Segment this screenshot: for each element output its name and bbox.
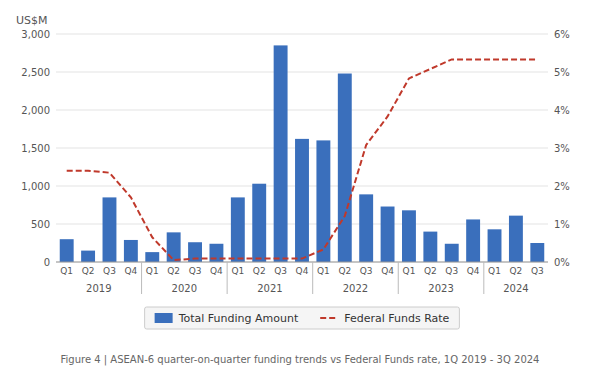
bar [295, 139, 309, 262]
bar [60, 239, 74, 262]
grid-line [56, 34, 548, 35]
y-tick-label: 1,000 [21, 181, 50, 192]
grid [56, 34, 548, 262]
caption: Figure 4 | ASEAN-6 quarter-on-quarter fu… [61, 354, 540, 366]
legend-swatch [155, 313, 173, 323]
x-tick-label: Q1 [146, 266, 159, 276]
x-group-separator [483, 262, 484, 294]
y2-tick-label: 4% [554, 105, 570, 116]
x-tick-label: Q1 [231, 266, 244, 276]
line [67, 59, 538, 260]
x-tick-label: Q2 [424, 266, 437, 276]
x-tick-label: Q1 [488, 266, 501, 276]
legend: Total Funding Amount Federal Funds Rate [145, 307, 460, 329]
y2-tick-label: 3% [554, 143, 570, 154]
bar [530, 243, 544, 262]
y-tick-label: 2,500 [21, 67, 50, 78]
y2-tick-label: 2% [554, 181, 570, 192]
y2-tick-label: 5% [554, 67, 570, 78]
bar [145, 252, 159, 262]
legend-swatch [320, 317, 338, 319]
x-tick-label: Q3 [274, 266, 287, 276]
bar [252, 184, 266, 262]
x-tick-label: Q2 [338, 266, 351, 276]
x-group-label: 2022 [343, 283, 368, 294]
y-tick-label: 3,000 [21, 29, 50, 40]
legend-label: Federal Funds Rate [344, 312, 449, 325]
bar [167, 232, 181, 262]
x-tick-label: Q3 [103, 266, 116, 276]
bar [274, 45, 288, 262]
bar [231, 197, 245, 262]
x-tick-label: Q3 [445, 266, 458, 276]
bar [466, 219, 480, 262]
x-group-label: 2023 [428, 283, 453, 294]
x-tick-label: Q4 [381, 266, 394, 276]
bar [103, 197, 117, 262]
bar [338, 74, 352, 262]
x-group-label: 2024 [503, 283, 528, 294]
y-axis-label: US$M [16, 14, 48, 27]
grid-line [56, 110, 548, 111]
x-group-label: 2020 [172, 283, 197, 294]
bar [124, 240, 138, 262]
x-tick-label: Q4 [467, 266, 480, 276]
x-tick-label: Q2 [510, 266, 523, 276]
grid-line [56, 262, 548, 263]
x-tick-label: Q2 [167, 266, 180, 276]
y-tick-label: 2,000 [21, 105, 50, 116]
y2-tick-label: 0% [554, 257, 570, 268]
bar [509, 216, 523, 262]
x-tick-label: Q2 [82, 266, 95, 276]
bar [402, 210, 416, 262]
x-tick-label: Q3 [189, 266, 202, 276]
y-tick-label: 1,500 [21, 143, 50, 154]
x-tick-label: Q3 [531, 266, 544, 276]
bar [423, 232, 437, 262]
y-tick-label: 500 [31, 219, 50, 230]
legend-label: Total Funding Amount [178, 312, 299, 325]
plot-area [60, 45, 545, 262]
x-axis-line [56, 262, 548, 263]
x-group-separator [312, 262, 313, 294]
bar [445, 244, 459, 262]
x-tick-label: Q4 [296, 266, 309, 276]
y-tick-label: 0 [44, 257, 50, 268]
x-tick-label: Q4 [124, 266, 137, 276]
bar [81, 251, 95, 262]
x-tick-label: Q1 [403, 266, 416, 276]
x-tick-label: Q3 [360, 266, 373, 276]
x-group-separator [227, 262, 228, 294]
x-tick-label: Q1 [317, 266, 330, 276]
bar [488, 229, 502, 262]
x-group-label: 2019 [86, 283, 111, 294]
x-tick-label: Q2 [253, 266, 266, 276]
bar [316, 140, 330, 262]
bar [381, 207, 395, 262]
x-group-label: 2021 [257, 283, 282, 294]
x-tick-label: Q4 [210, 266, 223, 276]
legend-item: Total Funding Amount [155, 312, 299, 325]
bar [359, 194, 373, 262]
y2-tick-label: 1% [554, 219, 570, 230]
x-tick-label: Q1 [60, 266, 73, 276]
legend-item: Federal Funds Rate [320, 312, 449, 325]
x-group-separator [398, 262, 399, 294]
x-group-separator [141, 262, 142, 294]
legend-frame [145, 307, 460, 329]
y2-tick-label: 6% [554, 29, 570, 40]
chart: 0 500 1,000 1,500 2,000 2,500 3,000 0% 1% 2% 3% 4% 5… [0, 0, 600, 375]
grid-line [56, 72, 548, 73]
